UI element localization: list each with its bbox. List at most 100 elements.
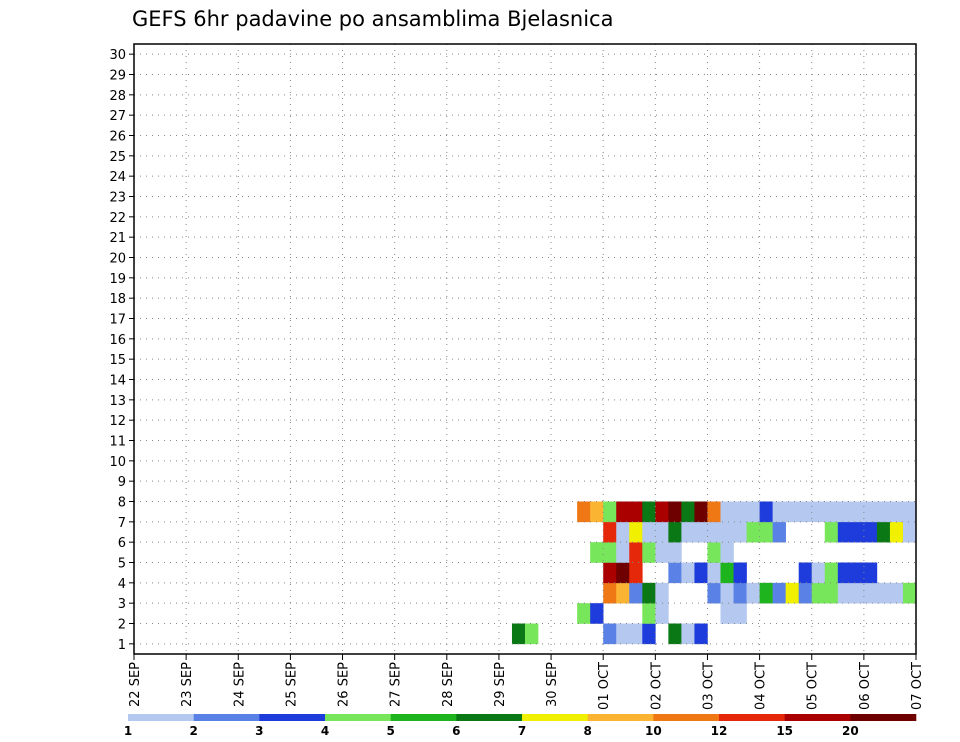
heatmap-cell [616, 582, 630, 604]
heatmap-cell [655, 603, 669, 624]
heatmap-cell [798, 582, 813, 604]
heatmap-cell [642, 542, 656, 563]
y-tick-label: 21 [109, 231, 126, 246]
y-tick-label: 26 [109, 130, 126, 145]
heatmap-cell [590, 603, 604, 624]
x-tick-label: 27 SEP [389, 662, 404, 707]
heatmap-cell [824, 582, 839, 604]
heatmap-cell [655, 582, 669, 604]
heatmap-cell [850, 562, 865, 584]
heatmap-cell [681, 562, 695, 584]
heatmap-cell [616, 542, 630, 563]
heatmap-cell [902, 521, 917, 543]
heatmap-cell [629, 501, 643, 523]
heatmap-cell [733, 521, 747, 543]
x-tick-label: 24 SEP [232, 662, 247, 707]
heatmap-cell [772, 521, 786, 543]
heatmap-cell [603, 521, 617, 543]
heatmap-cell [668, 521, 682, 543]
heatmap-cell [629, 521, 643, 543]
y-tick-label: 15 [109, 353, 126, 368]
heatmap-cell [824, 562, 839, 584]
heatmap-cell [863, 582, 878, 604]
heatmap-cell [824, 521, 839, 543]
heatmap-cell [668, 542, 682, 563]
x-tick-label: 30 SEP [545, 662, 560, 707]
heatmap-cell [720, 603, 734, 624]
colorbar-swatch [653, 714, 720, 721]
heatmap-cell [746, 501, 760, 523]
colorbar: 1 2 3 4 5 6 7 8 10 12 15 20 [124, 714, 917, 738]
heatmap-cell [889, 521, 904, 543]
heatmap-cell [785, 582, 799, 604]
heatmap-cell [863, 501, 878, 523]
heatmap-cell [837, 501, 852, 523]
heatmap-cell [694, 501, 708, 523]
colorbar-swatch [456, 714, 523, 721]
y-axis-ticks: 1234567891011121314151617181920212223242… [109, 48, 134, 653]
y-tick-label: 17 [109, 313, 126, 328]
heatmap-cell [629, 582, 643, 604]
heatmap-cell [850, 582, 865, 604]
x-tick-label: 02 OCT [649, 662, 664, 710]
y-tick-label: 23 [109, 191, 126, 206]
x-axis-ticks: 22 SEP 23 SEP 24 SEP 25 SEP 26 SEP 27 SEP 28 S… [128, 654, 925, 710]
gridlines [134, 44, 916, 654]
heatmap-cell [681, 623, 695, 645]
heatmap-cell [772, 501, 786, 523]
heatmap-cell [603, 623, 617, 645]
y-tick-label: 28 [109, 89, 126, 104]
y-tick-label: 10 [109, 455, 126, 470]
colorbar-swatch [719, 714, 785, 721]
heatmap-cell [616, 501, 630, 523]
x-tick-label: 29 SEP [493, 662, 508, 707]
heatmap-cell [798, 562, 813, 584]
chart-title: GEFS 6hr padavine po ansamblima Bjelasni… [132, 7, 613, 31]
colorbar-label: 1 [124, 724, 132, 738]
colorbar-swatch [128, 714, 194, 721]
y-tick-label: 24 [109, 170, 126, 185]
heatmap-cell [694, 623, 708, 645]
heatmap-cell [655, 501, 669, 523]
x-tick-label: 23 SEP [180, 662, 195, 707]
y-tick-label: 9 [118, 475, 126, 490]
heatmap-cell [603, 542, 617, 563]
heatmap-cell [707, 562, 721, 584]
heatmap-cell [642, 501, 656, 523]
heatmap-cell [629, 542, 643, 563]
heatmap-cell [876, 521, 891, 543]
heatmap-cell [837, 562, 852, 584]
heatmap-cell [577, 603, 591, 624]
heatmap-cell [863, 521, 878, 543]
heatmap-cell [707, 582, 721, 604]
y-tick-label: 5 [118, 557, 126, 572]
colorbar-label: 10 [645, 724, 662, 738]
heatmap-cell [642, 603, 656, 624]
x-tick-label: 04 OCT [754, 662, 769, 710]
y-tick-label: 16 [109, 333, 126, 348]
x-tick-label: 25 SEP [284, 662, 299, 707]
heatmap-cell [889, 582, 904, 604]
heatmap-cell [577, 501, 591, 523]
heatmap-cell [668, 562, 682, 584]
heatmap-cell [629, 623, 643, 645]
heatmap-cell [798, 501, 813, 523]
heatmap-cell [811, 501, 826, 523]
heatmap-cell [603, 501, 617, 523]
heatmap-cell [733, 501, 747, 523]
heatmap-cell [837, 521, 852, 543]
heatmap-cell [876, 582, 891, 604]
x-tick-label: 05 OCT [806, 662, 821, 710]
colorbar-label: 3 [255, 724, 263, 738]
heatmap-cell [850, 501, 865, 523]
heatmap-cell [746, 521, 760, 543]
heatmap-cell [837, 582, 852, 604]
heatmap-cell [720, 582, 734, 604]
heatmap-cell [707, 521, 721, 543]
y-tick-label: 27 [109, 109, 126, 124]
heatmap-cell [824, 501, 839, 523]
heatmap-cell [863, 562, 878, 584]
colorbar-swatch [522, 714, 588, 721]
heatmap-cell [772, 582, 786, 604]
